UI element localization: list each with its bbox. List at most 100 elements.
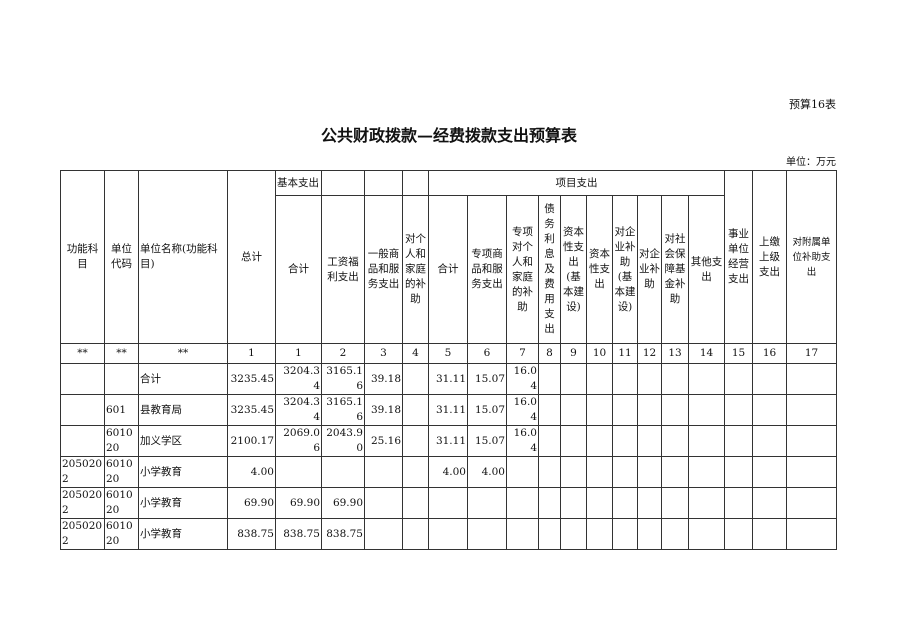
table-cell — [612, 363, 638, 395]
table-cell — [60, 425, 105, 457]
table-cell — [364, 518, 403, 550]
table-cell — [637, 456, 662, 488]
table-cell — [661, 363, 689, 395]
table-cell: 2050202 — [60, 518, 105, 550]
header-basic-col: 工资福利支出 — [321, 195, 365, 344]
table-cell — [752, 425, 787, 457]
table-cell — [428, 518, 468, 550]
table-cell: 4.00 — [467, 456, 507, 488]
number-cell: 14 — [688, 343, 725, 364]
number-cell: 4 — [402, 343, 429, 364]
table-cell: 838.75 — [227, 518, 276, 550]
number-cell: 7 — [506, 343, 539, 364]
header-project-col: 合计 — [428, 195, 468, 344]
number-cell: 1 — [227, 343, 276, 364]
header-basic: 基本支出 — [275, 170, 322, 196]
header-project-col: 对企业补助 — [637, 195, 662, 344]
table-cell: 601020 — [104, 518, 139, 550]
number-cell: 17 — [786, 343, 837, 364]
header-project-col: 资本性支出 — [586, 195, 613, 344]
table-cell: 69.90 — [227, 487, 276, 519]
number-cell: 9 — [560, 343, 587, 364]
table-cell: 39.18 — [364, 363, 403, 395]
table-cell — [637, 487, 662, 519]
table-cell: 3165.16 — [321, 363, 365, 395]
table-cell — [467, 518, 507, 550]
number-cell: ** — [138, 343, 228, 364]
form-number: 预算16表 — [789, 98, 836, 111]
header-project-col: 对社会保障基金补助 — [661, 195, 689, 344]
table-cell — [688, 456, 725, 488]
number-cell: 12 — [637, 343, 662, 364]
table-cell — [688, 518, 725, 550]
table-cell: 2050202 — [60, 487, 105, 519]
number-cell: 2 — [321, 343, 365, 364]
table-cell: 2043.90 — [321, 425, 365, 457]
table-cell: 838.75 — [275, 518, 322, 550]
header-project-col: 专项对个人和家庭的补助 — [506, 195, 539, 344]
table-cell — [724, 487, 753, 519]
table-cell: 3165.16 — [321, 394, 365, 426]
table-cell — [786, 518, 837, 550]
table-cell: 15.07 — [467, 363, 507, 395]
table-cell: 合计 — [138, 363, 228, 395]
table-cell — [752, 456, 787, 488]
table-cell: 2069.06 — [275, 425, 322, 457]
header-business: 事业单位经营支出 — [724, 170, 753, 344]
table-cell — [637, 518, 662, 550]
table-cell: 69.90 — [321, 487, 365, 519]
table-cell: 3204.34 — [275, 394, 322, 426]
number-cell: 11 — [612, 343, 638, 364]
table-cell — [506, 456, 539, 488]
table-cell — [612, 394, 638, 426]
table-cell — [612, 456, 638, 488]
header-basic-col: 对个人和家庭的补助 — [402, 195, 429, 344]
table-cell — [752, 394, 787, 426]
table-cell — [538, 487, 561, 519]
table-cell — [560, 518, 587, 550]
table-cell — [560, 425, 587, 457]
table-cell — [402, 394, 429, 426]
table-cell — [364, 456, 403, 488]
table-cell — [560, 487, 587, 519]
table-cell — [661, 394, 689, 426]
header-project-col: 债务利息及费用支出 — [538, 195, 561, 344]
table-cell — [104, 363, 139, 395]
header-row-1: 功能科目 单位代码 单位名称(功能科目) 总计 基本支出 项目支出 事业单位经营… — [60, 170, 837, 344]
header-affiliate: 对附属单位补助支出 — [786, 170, 837, 344]
number-cell: 6 — [467, 343, 507, 364]
table-cell — [586, 425, 613, 457]
table-cell: 小学教育 — [138, 456, 228, 488]
table-cell — [402, 456, 429, 488]
table-cell: 2100.17 — [227, 425, 276, 457]
header-project-col: 专项商品和服务支出 — [467, 195, 507, 344]
table-cell — [538, 394, 561, 426]
table-cell — [60, 394, 105, 426]
unit-label: 单位：万元 — [786, 157, 836, 168]
table-cell — [724, 456, 753, 488]
table-cell: 31.11 — [428, 425, 468, 457]
table-cell — [506, 487, 539, 519]
table-cell — [637, 425, 662, 457]
table-row: 601020 加义学区 2100.17 2069.06 2043.90 25.16 31.1… — [60, 425, 837, 457]
number-row: ** ** ** 1 1 2 3 4 5 6 7 8 9 10 11 12 13 14 15 16 17 — [60, 343, 837, 364]
table-cell — [724, 425, 753, 457]
number-cell: 13 — [661, 343, 689, 364]
table-cell: 69.90 — [275, 487, 322, 519]
table-row: 601 县教育局 3235.45 3204.34 3165.16 39.18 31.11 15… — [60, 394, 837, 426]
table-cell: 小学教育 — [138, 518, 228, 550]
number-cell: ** — [60, 343, 105, 364]
table-cell — [612, 487, 638, 519]
header-upper: 上缴上级支出 — [752, 170, 787, 344]
header-unit-name: 单位名称(功能科目) — [138, 170, 228, 344]
table-cell — [402, 487, 429, 519]
table-cell: 16.04 — [506, 394, 539, 426]
header-empty — [321, 170, 365, 196]
number-cell: 3 — [364, 343, 403, 364]
table-cell — [538, 425, 561, 457]
table-cell — [661, 425, 689, 457]
table-cell — [724, 518, 753, 550]
table-cell: 31.11 — [428, 394, 468, 426]
table-cell — [586, 394, 613, 426]
table-cell: 25.16 — [364, 425, 403, 457]
